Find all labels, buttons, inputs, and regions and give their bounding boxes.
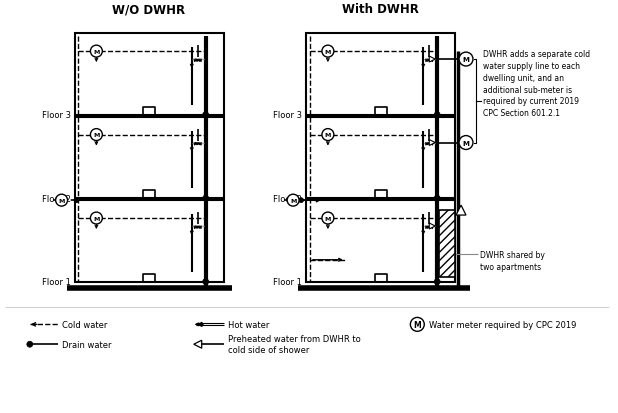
Circle shape [56,195,67,206]
Bar [306,117,455,199]
Bar [439,211,455,277]
Text: W/O DWHR: W/O DWHR [112,3,185,16]
Bar [75,34,224,115]
Polygon shape [456,206,466,216]
Circle shape [410,318,425,332]
Polygon shape [430,57,435,63]
Text: M: M [324,133,331,138]
Text: M: M [93,50,99,55]
Text: M: M [290,198,296,203]
Bar [75,117,224,199]
Circle shape [322,129,334,141]
Text: Floor 2: Floor 2 [273,194,302,203]
Circle shape [459,53,473,67]
Text: Hot water: Hot water [227,320,269,329]
Text: M: M [324,216,331,221]
Bar [306,201,455,282]
Text: M: M [462,57,470,63]
Text: Preheated water from DWHR to
cold side of shower: Preheated water from DWHR to cold side o… [227,334,360,355]
Circle shape [90,213,103,224]
Circle shape [74,198,79,203]
Text: DWHR adds a separate cold
water supply line to each
dwelling unit, and an
additi: DWHR adds a separate cold water supply l… [483,50,590,118]
Text: Floor 1: Floor 1 [273,278,302,287]
Circle shape [90,129,103,141]
Circle shape [203,112,209,119]
Text: M: M [324,50,331,55]
Text: M: M [413,320,421,329]
Circle shape [90,46,103,58]
Circle shape [27,342,33,347]
Polygon shape [430,140,435,146]
Circle shape [434,112,440,119]
Text: M: M [93,133,99,138]
Circle shape [203,279,209,285]
Circle shape [298,198,303,203]
Circle shape [459,136,473,150]
Polygon shape [194,340,201,348]
Circle shape [434,279,440,285]
Circle shape [287,195,299,206]
Text: Floor 3: Floor 3 [41,111,70,120]
Circle shape [434,196,440,202]
Bar [75,201,224,282]
Circle shape [203,196,209,202]
Text: M: M [59,198,65,203]
Text: Cold water: Cold water [62,320,107,329]
Bar [306,34,455,115]
Text: M: M [462,140,470,146]
Circle shape [322,46,334,58]
Polygon shape [430,223,435,229]
Text: Floor 2: Floor 2 [41,194,70,203]
Circle shape [322,213,334,224]
Text: M: M [93,216,99,221]
Text: DWHR shared by
two apartments: DWHR shared by two apartments [480,250,545,271]
Text: Floor 3: Floor 3 [273,111,302,120]
Text: Water meter required by CPC 2019: Water meter required by CPC 2019 [430,320,577,329]
Text: Drain water: Drain water [62,340,111,349]
Text: Floor 1: Floor 1 [41,278,70,287]
Text: With DWHR: With DWHR [342,3,419,16]
